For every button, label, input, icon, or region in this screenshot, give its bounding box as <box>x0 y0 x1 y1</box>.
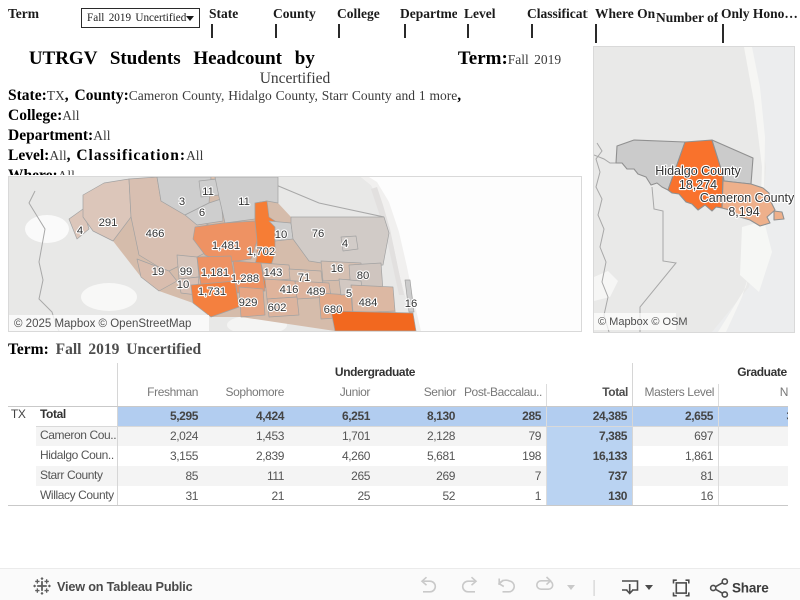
svg-text:11: 11 <box>238 196 250 208</box>
svg-text:6: 6 <box>199 207 205 219</box>
svg-text:18,274: 18,274 <box>679 178 717 192</box>
svg-text:1,181: 1,181 <box>201 267 229 279</box>
svg-text:Cameron County: Cameron County <box>700 191 794 205</box>
svg-text:602: 602 <box>268 302 287 314</box>
svg-text:291: 291 <box>99 217 118 229</box>
svg-text:76: 76 <box>312 228 325 240</box>
svg-text:10: 10 <box>177 279 190 291</box>
svg-text:1,702: 1,702 <box>247 246 275 258</box>
svg-text:80: 80 <box>357 270 370 282</box>
svg-text:466: 466 <box>146 228 165 240</box>
svg-text:143: 143 <box>264 267 283 279</box>
svg-text:10: 10 <box>275 229 288 241</box>
svg-text:Hidalgo County: Hidalgo County <box>655 164 741 178</box>
svg-text:8,194: 8,194 <box>728 205 759 219</box>
svg-text:4: 4 <box>77 225 83 237</box>
svg-text:484: 484 <box>359 297 378 309</box>
svg-text:1,481: 1,481 <box>212 240 240 252</box>
svg-text:1,731: 1,731 <box>198 286 226 298</box>
svg-text:3: 3 <box>179 196 185 208</box>
svg-text:5: 5 <box>346 288 352 300</box>
svg-text:489: 489 <box>307 286 326 298</box>
svg-text:99: 99 <box>180 266 193 278</box>
svg-text:71: 71 <box>298 272 311 284</box>
svg-text:11: 11 <box>202 186 214 198</box>
svg-text:416: 416 <box>280 284 299 296</box>
svg-text:16: 16 <box>331 263 344 275</box>
svg-text:680: 680 <box>324 304 343 316</box>
svg-text:Share: Share <box>732 581 769 596</box>
svg-text:1,288: 1,288 <box>231 273 259 285</box>
svg-text:4: 4 <box>342 238 348 250</box>
svg-text:19: 19 <box>152 266 165 278</box>
svg-text:16: 16 <box>405 298 418 310</box>
svg-text:929: 929 <box>239 297 258 309</box>
svg-text:© Mapbox © OSM: © Mapbox © OSM <box>598 316 688 328</box>
svg-text:© 2025 Mapbox © OpenStreetMap: © 2025 Mapbox © OpenStreetMap <box>14 318 191 330</box>
